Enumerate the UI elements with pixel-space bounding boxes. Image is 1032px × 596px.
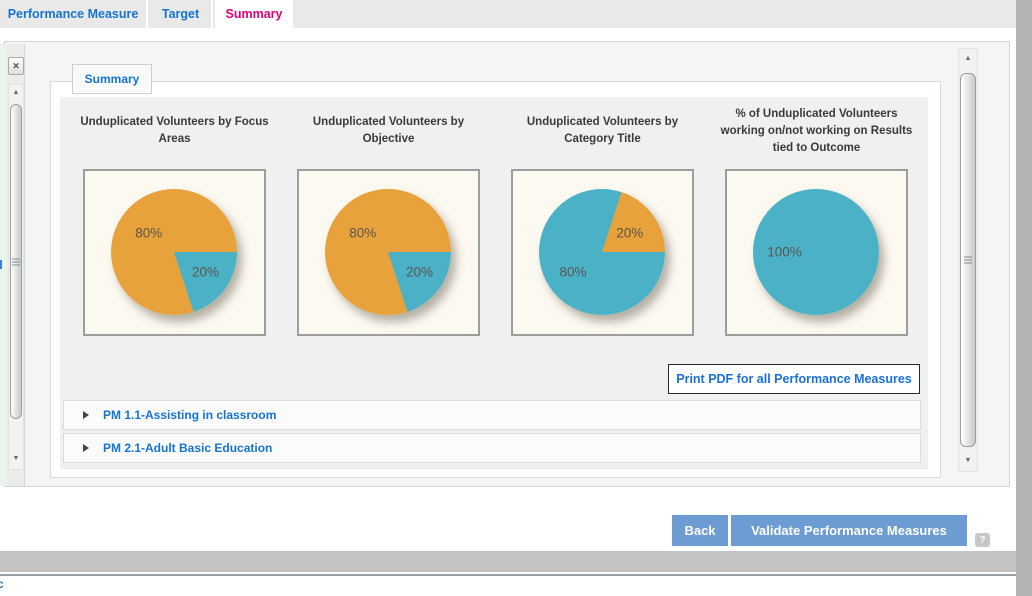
- pie-percent-label: 80%: [135, 225, 163, 241]
- tab-target[interactable]: Target: [150, 0, 213, 28]
- pie-chart-objective: 80% 20%: [325, 189, 451, 315]
- scrollbar-grip-icon: [12, 258, 20, 265]
- pie-chart-box-results-outcome: 100%: [725, 169, 908, 336]
- accordion-label: PM 2.1-Adult Basic Education: [103, 441, 273, 455]
- pie-chart-box-category-title: 80% 20%: [511, 169, 694, 336]
- chart-title-category-title: Unduplicated Volunteers by Category Titl…: [526, 116, 679, 145]
- scrollbar-grip-icon: [964, 256, 972, 264]
- footer-divider: [0, 574, 1016, 576]
- pie-chart-category-title: 80% 20%: [539, 189, 665, 315]
- accordion-pm-2-1[interactable]: PM 2.1-Adult Basic Education: [63, 433, 921, 463]
- scroll-down-icon[interactable]: ▼: [12, 454, 20, 462]
- pie-chart-box-focus-areas: 80% 20%: [83, 169, 266, 336]
- right-scrollbar-thumb[interactable]: [960, 73, 976, 447]
- left-scrollbar-thumb[interactable]: [10, 104, 22, 419]
- clipped-footer-text: c: [0, 577, 4, 591]
- pie-percent-label: 20%: [405, 264, 434, 280]
- footer-gray-bar: [0, 551, 1016, 572]
- pie-percent-label: 80%: [559, 264, 587, 280]
- tab-summary-active[interactable]: Summary: [215, 0, 293, 28]
- left-vertical-scrollbar[interactable]: ▲ ▼: [8, 84, 24, 470]
- pie-percent-label: 80%: [349, 225, 377, 241]
- pie-chart-box-objective: 80% 20%: [297, 169, 480, 336]
- accordion-pm-1-1[interactable]: PM 1.1-Assisting in classroom: [63, 400, 921, 430]
- tab-performance-measure[interactable]: Performance Measure: [0, 0, 148, 28]
- pie-percent-label: 100%: [767, 244, 802, 260]
- close-icon[interactable]: ✕: [8, 57, 24, 75]
- chart-title-results-outcome: % of Unduplicated Volunteers working on/…: [720, 107, 913, 154]
- pie-chart-results-outcome: 100%: [753, 189, 879, 315]
- accordion-label: PM 1.1-Assisting in classroom: [103, 408, 277, 422]
- right-vertical-scrollbar[interactable]: ▲ ▼: [958, 48, 978, 472]
- left-flyout-panel-sliver: [0, 44, 7, 486]
- scroll-up-icon[interactable]: ▲: [964, 54, 972, 62]
- help-icon[interactable]: ?: [975, 533, 990, 547]
- pie-percent-label: 20%: [616, 225, 644, 241]
- scroll-down-icon[interactable]: ▼: [964, 456, 972, 464]
- right-edge-strip: [1016, 0, 1032, 596]
- subtab-summary[interactable]: Summary: [72, 64, 152, 94]
- pie-chart-focus-areas: 80% 20%: [111, 189, 237, 315]
- validate-performance-measures-button[interactable]: Validate Performance Measures: [731, 515, 967, 546]
- print-pdf-button[interactable]: Print PDF for all Performance Measures: [668, 364, 920, 394]
- expand-arrow-icon: [83, 444, 89, 452]
- chart-title-objective: Unduplicated Volunteers by Objective: [312, 116, 465, 145]
- left-flyout-clipped-text: [0, 260, 2, 269]
- pie-percent-label: 20%: [191, 264, 220, 280]
- back-button[interactable]: Back: [672, 515, 728, 546]
- scroll-up-icon[interactable]: ▲: [12, 88, 20, 96]
- top-tab-bar: Performance Measure Target Summary: [0, 0, 1016, 28]
- chart-title-focus-areas: Unduplicated Volunteers by Focus Areas: [80, 116, 269, 145]
- expand-arrow-icon: [83, 411, 89, 419]
